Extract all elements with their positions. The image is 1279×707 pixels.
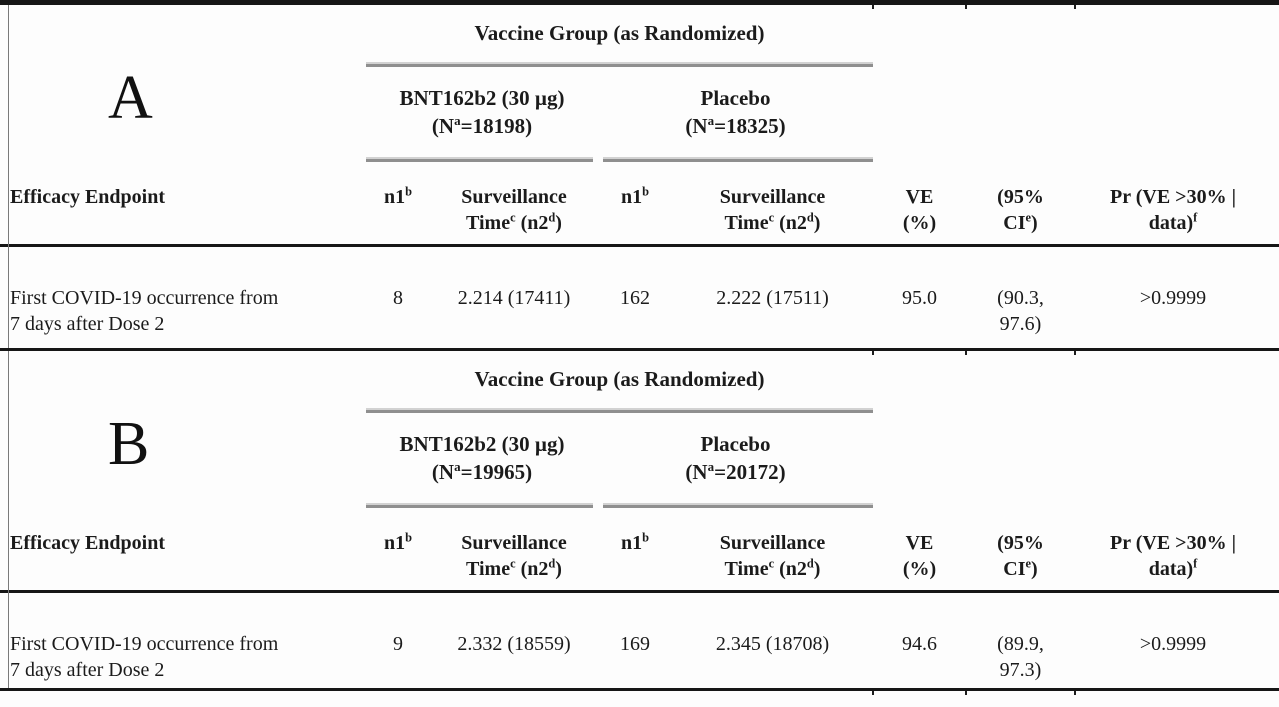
column-header-pr: Pr (VE >30% | data)f	[1110, 186, 1236, 234]
group-name: Placebo	[700, 85, 771, 110]
ve-cell: 94.6	[902, 633, 937, 655]
panel-b-label: B	[108, 410, 150, 478]
panel-b-data-row: First COVID-19 occurrence from 7 days aft…	[0, 593, 1279, 688]
pr-cell: >0.9999	[1139, 633, 1207, 655]
group-n: (Na=18198)	[431, 113, 533, 138]
placebo-surveillance-cell: 2.222 (17511)	[716, 287, 829, 309]
column-boundary-tick	[965, 691, 967, 695]
panel-a: A Vaccine Group (as Randomized) BNT162b2…	[0, 0, 1279, 348]
vaccine-group-spanner-text: Vaccine Group (as Randomized)	[474, 367, 765, 391]
column-header-surveillance-placebo: Surveillance Timec (n2d)	[719, 186, 826, 234]
group-n: (Na=20172)	[685, 459, 786, 484]
group-underline	[603, 503, 873, 508]
header-rule	[0, 590, 1279, 593]
header-rule	[0, 244, 1279, 247]
endpoint-cell: First COVID-19 occurrence from 7 days aft…	[10, 633, 279, 681]
vaccine-surveillance-cell: 2.332 (18559)	[457, 633, 571, 655]
column-header-n1-vaccine: n1b	[383, 184, 413, 208]
column-header-ci: (95% CIe)	[997, 186, 1044, 234]
column-header-surveillance-vaccine: Surveillance Timec (n2d)	[461, 186, 567, 234]
column-boundary-tick	[1074, 351, 1076, 355]
group-n: (Na=18325)	[685, 113, 786, 138]
spanner-underline	[366, 62, 873, 67]
vaccine-group-spanner: Vaccine Group (as Randomized)	[366, 5, 873, 67]
ci-cell: (89.9, 97.3)	[997, 633, 1044, 681]
panel-a-header-grid: Vaccine Group (as Randomized) BNT162b2 (…	[0, 5, 1279, 244]
ci-cell: (90.3, 97.6)	[997, 287, 1044, 335]
group-underline	[603, 157, 873, 162]
column-header-surveillance-vaccine: Surveillance Timec (n2d)	[461, 532, 567, 580]
column-header-efficacy-endpoint: Efficacy Endpoint	[10, 186, 166, 208]
group-header-placebo: Placebo (Na=20172)	[598, 413, 873, 508]
column-header-n1-placebo: n1b	[620, 530, 650, 554]
group-header-bnt162b2: BNT162b2 (30 µg) (Na=18198)	[366, 67, 598, 162]
group-name: BNT162b2 (30 µg)	[399, 85, 565, 110]
placebo-n1-cell: 169	[620, 633, 650, 655]
vaccine-surveillance-cell: 2.214 (17411)	[457, 287, 571, 309]
group-underline	[366, 503, 593, 508]
column-boundary-tick	[1074, 691, 1076, 695]
column-boundary-tick	[872, 5, 874, 9]
vaccine-group-spanner: Vaccine Group (as Randomized)	[366, 351, 873, 413]
group-name: Placebo	[700, 431, 771, 456]
column-header-pr: Pr (VE >30% | data)f	[1110, 532, 1236, 580]
vaccine-n1-cell: 8	[393, 287, 403, 309]
column-boundary-tick	[965, 5, 967, 9]
group-name: BNT162b2 (30 µg)	[399, 431, 565, 456]
column-header-n1-placebo: n1b	[620, 184, 650, 208]
column-header-surveillance-placebo: Surveillance Timec (n2d)	[719, 532, 826, 580]
panel-a-label: A	[108, 64, 153, 132]
group-n: (Na=19965)	[431, 459, 533, 484]
panel-b: B Vaccine Group (as Randomized) BNT162b2…	[0, 348, 1279, 691]
column-boundary-tick	[872, 691, 874, 695]
column-header-efficacy-endpoint: Efficacy Endpoint	[10, 532, 166, 554]
panel-b-header-grid: Vaccine Group (as Randomized) BNT162b2 (…	[0, 351, 1279, 590]
placebo-n1-cell: 162	[620, 287, 650, 309]
endpoint-cell: First COVID-19 occurrence from 7 days aft…	[10, 287, 279, 335]
column-header-n1-vaccine: n1b	[383, 530, 413, 554]
column-header-ve: VE (%)	[902, 532, 937, 580]
column-boundary-tick	[872, 351, 874, 355]
column-boundary-tick	[965, 351, 967, 355]
column-header-ve: VE (%)	[902, 186, 937, 234]
placebo-surveillance-cell: 2.345 (18708)	[715, 633, 830, 655]
ve-cell: 95.0	[902, 287, 937, 309]
panel-a-data-row: First COVID-19 occurrence from 7 days aft…	[0, 247, 1279, 348]
column-boundary-tick	[1074, 5, 1076, 9]
spanner-underline	[366, 408, 873, 413]
vaccine-n1-cell: 9	[393, 633, 403, 655]
group-header-placebo: Placebo (Na=18325)	[598, 67, 873, 162]
pr-cell: >0.9999	[1139, 287, 1207, 309]
column-header-ci: (95% CIe)	[997, 532, 1044, 580]
vaccine-group-spanner-text: Vaccine Group (as Randomized)	[474, 21, 765, 45]
group-underline	[366, 157, 593, 162]
group-header-bnt162b2: BNT162b2 (30 µg) (Na=19965)	[366, 413, 598, 508]
